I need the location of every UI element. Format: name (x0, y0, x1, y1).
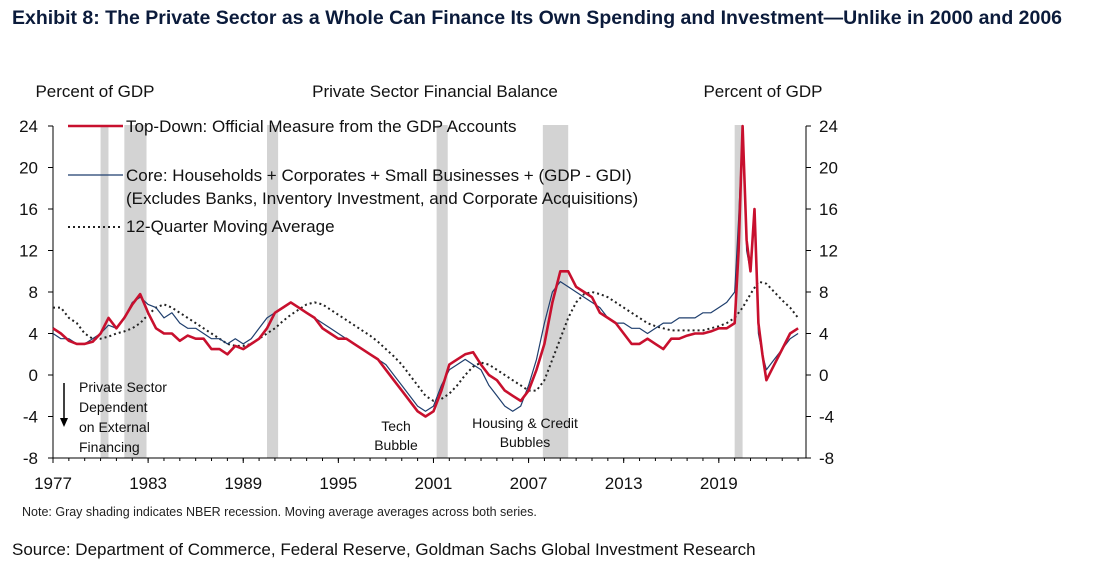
x-tick-label-7: 2019 (700, 474, 738, 493)
x-tick-label-6: 2013 (605, 474, 643, 493)
annotation-housing-line2: Bubbles (500, 434, 551, 450)
left-y-tick-label-4: 8 (29, 283, 38, 302)
left-y-tick-label-8: -8 (23, 449, 38, 468)
series-line-moving-average (53, 280, 799, 402)
left-y-tick-label-2: 16 (19, 200, 38, 219)
axes: 24 24 20 20 16 16 12 12 8 8 4 4 0 0 -4 -4 -8 -8 1977 1983 19… (19, 117, 838, 493)
left-axis-label: Percent of GDP (35, 82, 154, 101)
left-y-tick-label-3: 12 (19, 242, 38, 261)
annotations: Private Sector Dependent on External Fin… (60, 379, 578, 455)
legend-label-top-down: Top-Down: Official Measure from the GDP … (126, 117, 517, 136)
right-y-tick-label-8: -8 (819, 449, 834, 468)
annotation-dependent-line4: Financing (79, 439, 140, 455)
right-axis-label: Percent of GDP (703, 82, 822, 101)
left-y-tick-label-7: -4 (23, 408, 38, 427)
left-y-tick-label-6: 0 (29, 366, 38, 385)
annotation-dependent-line2: Dependent (79, 399, 148, 415)
dependent-arrow-head (60, 418, 68, 427)
recession-band-1 (124, 125, 147, 458)
left-y-tick-label-5: 4 (29, 325, 38, 344)
legend-label-core-line1: Core: Households + Corporates + Small Bu… (126, 166, 632, 185)
right-y-tick-label-0: 24 (819, 117, 838, 136)
x-tick-label-5: 2007 (510, 474, 548, 493)
recession-band-2 (267, 125, 279, 458)
right-y-tick-label-2: 16 (819, 200, 838, 219)
financial-balance-chart: Percent of GDP Private Sector Financial … (19, 82, 838, 493)
x-tick-label-2: 1989 (224, 474, 262, 493)
series-lines (52, 124, 799, 418)
left-y-tick-label-1: 20 (19, 159, 38, 178)
series-line-top-down (52, 124, 799, 418)
right-y-tick-label-5: 4 (819, 325, 828, 344)
x-tick-label-0: 1977 (34, 474, 72, 493)
series-line-core (52, 130, 799, 412)
annotation-tech-line1: Tech (381, 418, 411, 434)
chart-title: Private Sector Financial Balance (312, 82, 558, 101)
left-y-tick-label-0: 24 (19, 117, 38, 136)
chart-note: Note: Gray shading indicates NBER recess… (22, 505, 537, 519)
right-y-tick-label-4: 8 (819, 283, 828, 302)
x-tick-label-1: 1983 (129, 474, 167, 493)
annotation-housing-line1: Housing & Credit (472, 415, 578, 431)
legend-label-moving-average: 12-Quarter Moving Average (126, 217, 335, 236)
right-y-tick-label-7: -4 (819, 408, 834, 427)
legend: Top-Down: Official Measure from the GDP … (68, 117, 638, 236)
right-y-tick-label-3: 12 (819, 242, 838, 261)
recession-band-5 (734, 125, 743, 458)
annotation-tech-line2: Bubble (374, 437, 418, 453)
legend-label-core-line2: (Excludes Banks, Inventory Investment, a… (126, 189, 638, 208)
x-tick-label-4: 2001 (415, 474, 453, 493)
x-tick-label-3: 1995 (319, 474, 357, 493)
recession-band-3 (436, 125, 448, 458)
annotation-dependent-line1: Private Sector (79, 379, 167, 395)
source-line: Source: Department of Commerce, Federal … (12, 540, 756, 559)
recession-shading (100, 125, 743, 458)
right-y-tick-label-6: 0 (819, 366, 828, 385)
exhibit-title: Exhibit 8: The Private Sector as a Whole… (12, 7, 1063, 29)
recession-band-0 (100, 125, 109, 458)
right-y-tick-label-1: 20 (819, 159, 838, 178)
annotation-dependent-line3: on External (79, 419, 150, 435)
